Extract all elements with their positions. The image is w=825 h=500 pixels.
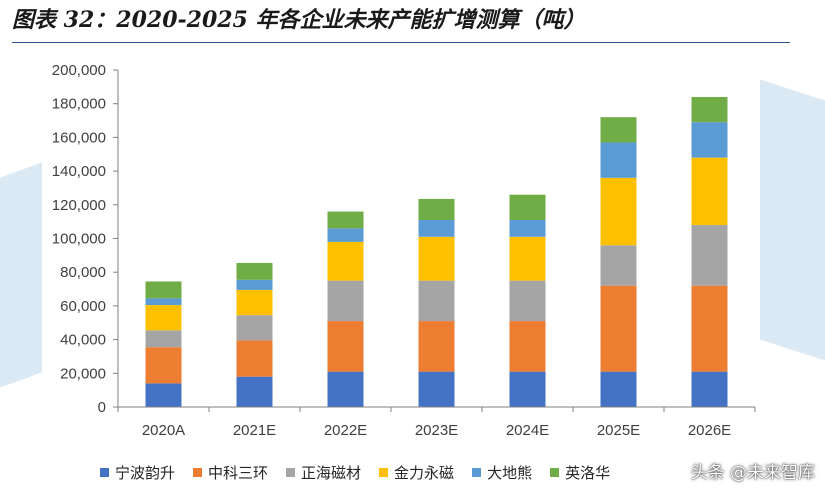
bar-segment-2-0 (327, 371, 364, 407)
y-tick-label: 100,000 (52, 231, 106, 248)
bar-segment-0-5 (145, 281, 182, 299)
y-tick-label: 200,000 (52, 62, 106, 79)
bar-segment-6-3 (691, 157, 728, 226)
bar-segment-6-5 (691, 96, 728, 123)
legend-label: 金力永磁 (394, 463, 455, 482)
x-tick-label: 2022E (324, 422, 367, 439)
y-tick-label: 20,000 (60, 365, 106, 382)
bar-segment-0-1 (145, 347, 182, 384)
bar-segment-4-0 (509, 371, 546, 407)
y-tick-label: 120,000 (52, 197, 106, 214)
bar-segment-4-3 (509, 236, 546, 281)
legend-swatch (193, 467, 203, 477)
y-tick-label: 180,000 (52, 96, 106, 113)
bar-segment-3-1 (418, 321, 455, 372)
legend-swatch (100, 467, 109, 477)
bar-segment-3-3 (418, 236, 455, 281)
bar-segment-1-4 (236, 279, 273, 290)
bar-segment-5-5 (600, 117, 637, 143)
legend-item: 中科三环 (193, 462, 268, 483)
legend-swatch (550, 467, 560, 477)
bar-segment-1-5 (236, 262, 273, 280)
x-tick-label: 2025E (597, 422, 640, 439)
bar-segment-2-4 (327, 228, 364, 242)
bar-segment-6-2 (691, 225, 728, 286)
title-divider (12, 42, 790, 43)
y-tick-label: 160,000 (52, 129, 106, 146)
bar-segment-5-0 (600, 371, 637, 407)
legend-label: 英洛华 (565, 463, 611, 482)
legend-item: 宁波韵升 (100, 462, 175, 483)
x-tick-label: 2020A (142, 422, 185, 439)
legend-item: 大地熊 (472, 462, 532, 483)
legend-item: 英洛华 (550, 462, 610, 483)
bar-segment-6-4 (691, 122, 728, 158)
bar-segment-1-3 (236, 289, 273, 316)
bar-segment-3-0 (418, 371, 455, 407)
bar-segment-1-2 (236, 315, 273, 341)
bar-segment-2-1 (327, 321, 364, 372)
y-tick-label: 80,000 (60, 264, 106, 281)
bar-segment-6-1 (691, 285, 728, 372)
legend-item: 正海磁材 (286, 462, 361, 483)
x-tick-label: 2026E (688, 422, 731, 439)
bar-segment-0-4 (145, 298, 182, 306)
bar-segment-3-2 (418, 280, 455, 322)
y-tick-label: 140,000 (52, 163, 106, 180)
bar-segment-6-0 (691, 371, 728, 407)
bar-segment-2-2 (327, 280, 364, 322)
bar-segment-0-2 (145, 330, 182, 348)
bar-segment-1-1 (236, 340, 273, 377)
bar-segment-3-4 (418, 219, 455, 237)
chart-legend: 宁波韵升 中科三环 正海磁材 金力永磁 大地熊 英洛华 (100, 460, 610, 484)
bar-segment-0-3 (145, 305, 182, 331)
y-tick-label: 0 (98, 399, 106, 416)
bar-segment-2-5 (327, 211, 364, 229)
bar-segment-4-2 (509, 280, 546, 322)
x-tick-label: 2021E (233, 422, 276, 439)
legend-swatch (472, 467, 482, 477)
bar-segment-2-3 (327, 241, 364, 281)
legend-label: 大地熊 (487, 463, 533, 482)
x-tick-label: 2024E (506, 422, 549, 439)
bar-segment-5-4 (600, 142, 637, 178)
bar-segment-1-0 (236, 376, 273, 407)
watermark-text: 头条 @未来智库 (690, 463, 815, 483)
y-tick-label: 40,000 (60, 332, 106, 349)
bar-segment-5-2 (600, 245, 637, 286)
bar-segment-4-1 (509, 321, 546, 372)
chart-title: 图表 32：2020-2025 年各企业未来产能扩增测算（吨） (12, 7, 586, 33)
bar-segment-4-4 (509, 219, 546, 237)
legend-item: 金力永磁 (379, 462, 454, 483)
legend-label: 宁波韵升 (115, 463, 176, 482)
bar-segment-4-5 (509, 194, 546, 220)
bar-segment-5-1 (600, 285, 637, 372)
bar-segment-0-0 (145, 383, 182, 407)
legend-swatch (286, 467, 296, 477)
legend-swatch (379, 467, 389, 477)
legend-label: 中科三环 (208, 463, 269, 482)
bar-segment-5-3 (600, 177, 637, 246)
y-tick-label: 60,000 (60, 298, 106, 315)
x-tick-label: 2023E (415, 422, 458, 439)
bar-segment-3-5 (418, 198, 455, 220)
legend-label: 正海磁材 (301, 463, 362, 482)
